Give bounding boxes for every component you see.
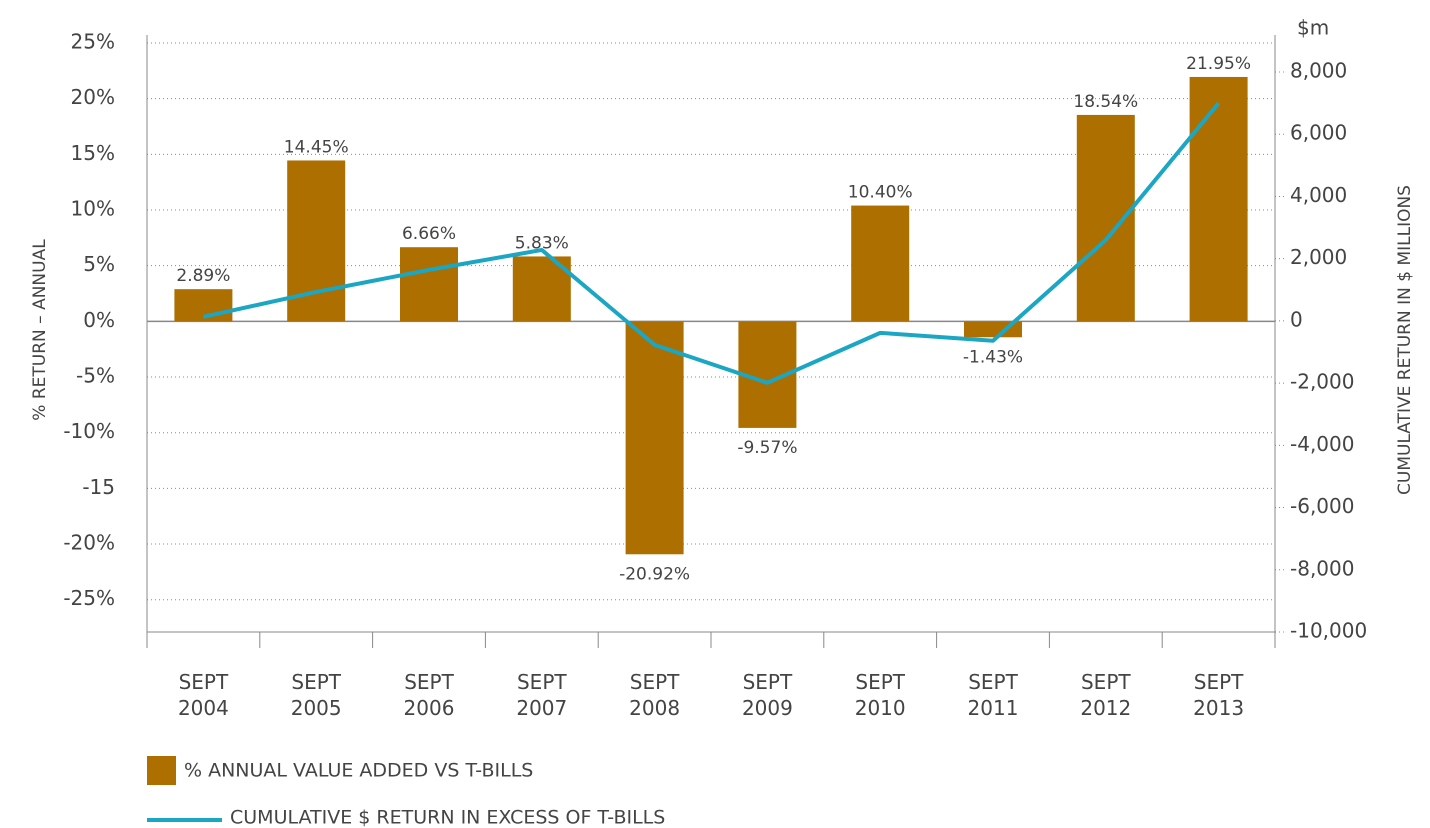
y2-tick-label: 0	[1290, 307, 1303, 331]
y-tick-label: 15%	[71, 141, 115, 165]
data-label: 10.40%	[848, 183, 913, 203]
x-tick-label: SEPT 2007	[516, 670, 568, 720]
x-tick-label: SEPT 2008	[629, 670, 681, 720]
y2-tick-label: 8,000	[1290, 58, 1347, 82]
data-label: 18.54%	[1073, 92, 1138, 112]
y2-tick-label: 6,000	[1290, 121, 1347, 145]
data-label: 14.45%	[284, 137, 349, 157]
bar	[1189, 76, 1248, 322]
y-tick-label: -15	[82, 475, 115, 499]
data-label: 21.95%	[1186, 54, 1251, 74]
x-tick-label: SEPT 2009	[741, 670, 793, 720]
y2-tick-label: -6,000	[1290, 494, 1354, 518]
y2-tick-label: -4,000	[1290, 432, 1354, 456]
y-axis-label: % RETURN – ANNUAL	[30, 239, 50, 421]
y2-tick-label: -10,000	[1290, 619, 1367, 643]
y-tick-label: 10%	[71, 197, 115, 221]
bar	[400, 247, 458, 322]
y2-unit: $m	[1297, 16, 1329, 40]
x-tick-label: SEPT 2005	[290, 670, 342, 720]
y-tick-label: -5%	[76, 364, 115, 388]
bar	[625, 321, 684, 555]
data-label: 6.66%	[402, 224, 456, 244]
data-label: -20.92%	[619, 564, 690, 584]
legend-label: % ANNUAL VALUE ADDED VS T-BILLS	[184, 760, 533, 782]
data-label: 2.89%	[176, 266, 230, 286]
y-tick-label: -20%	[63, 531, 115, 555]
y-tick-label: -10%	[63, 419, 115, 443]
x-tick-label: SEPT 2004	[177, 670, 229, 720]
y-tick-label: 5%	[83, 252, 115, 276]
data-label: -1.43%	[963, 347, 1023, 367]
data-label: -9.57%	[737, 438, 797, 458]
legend-label: CUMULATIVE $ RETURN IN EXCESS OF T-BILLS	[230, 807, 665, 828]
y2-tick-label: 4,000	[1290, 183, 1347, 207]
x-tick-label: SEPT 2012	[1080, 670, 1132, 720]
data-label: 5.83%	[515, 233, 569, 253]
line	[202, 101, 1221, 385]
legend-swatch	[147, 756, 176, 785]
y-tick-label: 0%	[83, 308, 115, 332]
y2-tick-label: -2,000	[1290, 370, 1354, 394]
y2-tick-label: -8,000	[1290, 556, 1354, 580]
y-tick-label: 25%	[71, 30, 115, 54]
x-tick-label: SEPT 2013	[1193, 670, 1245, 720]
x-tick-label: SEPT 2010	[854, 670, 906, 720]
bar	[851, 205, 910, 322]
x-tick-label: SEPT 2006	[403, 670, 455, 720]
x-tick-label: SEPT 2011	[967, 670, 1019, 720]
y2-tick-label: 2,000	[1290, 245, 1347, 269]
y-tick-label: 20%	[71, 85, 115, 109]
y-tick-label: -25%	[63, 586, 115, 610]
y2-axis-label: CUMULATIVE RETURN IN $ MILLIONS	[1395, 185, 1415, 495]
